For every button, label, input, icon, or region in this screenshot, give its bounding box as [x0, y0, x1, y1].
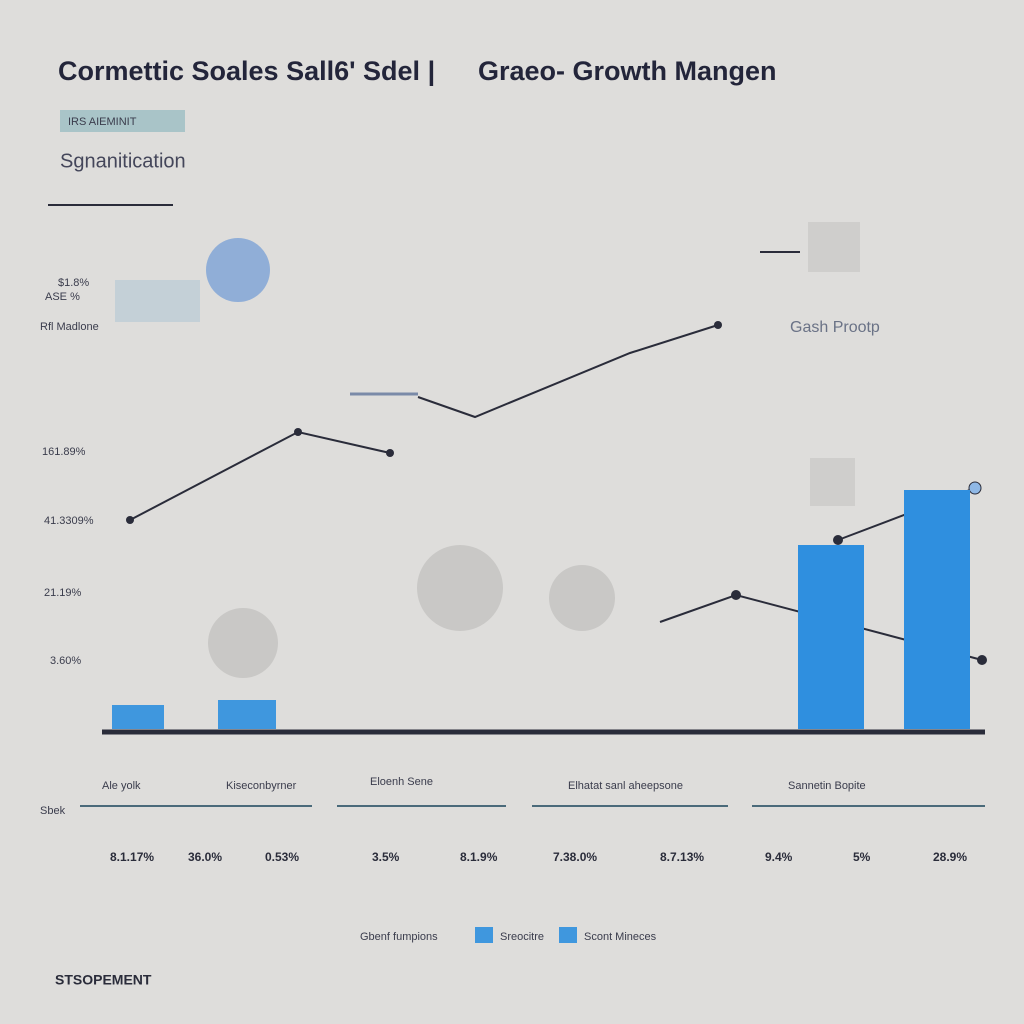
row-label: Sbek	[40, 805, 66, 817]
point	[833, 535, 843, 545]
legend-swatch	[559, 927, 577, 943]
axis-label: 161.89%	[42, 446, 86, 458]
point	[386, 449, 394, 457]
column-header: Sannetin Bopite	[788, 780, 866, 792]
point	[977, 655, 987, 665]
legend-label: Gbenf fumpions	[360, 931, 438, 943]
bar	[218, 700, 276, 729]
cell-value: 8.1.17%	[110, 850, 154, 864]
side-label: $1.8%	[58, 277, 89, 289]
subtitle: Sgnanitication	[60, 150, 186, 172]
title-right: Graeo- Growth Mangen	[478, 56, 777, 86]
badge-bg	[60, 110, 185, 132]
cell-value: 0.53%	[265, 850, 299, 864]
line	[417, 324, 719, 419]
annotation: Gash Prootp	[790, 319, 880, 336]
side-label: ASE %	[45, 291, 80, 303]
bar	[904, 490, 970, 729]
building	[115, 280, 200, 322]
side-label: Rfl Madlone	[40, 321, 99, 333]
legend-swatch	[475, 927, 493, 943]
axis-label: 41.3309%	[44, 515, 94, 527]
column-header: Ale yolk	[102, 780, 141, 792]
point	[294, 428, 302, 436]
axis-label: 3.60%	[50, 655, 81, 667]
cell-value: 7.38.0%	[553, 850, 597, 864]
bar	[112, 705, 164, 729]
column-header: Kiseconbyrner	[226, 780, 297, 792]
point	[714, 321, 722, 329]
cell-value: 3.5%	[372, 850, 400, 864]
bubble	[808, 222, 860, 272]
cell-value: 8.1.9%	[460, 850, 498, 864]
bar	[798, 545, 864, 729]
column-header: Elhatat sanl aheepsone	[568, 780, 683, 792]
badge: IRS AIEMINIT	[68, 116, 137, 128]
bubble	[208, 608, 278, 678]
bubble	[810, 458, 855, 506]
cell-value: 36.0%	[188, 850, 222, 864]
legend-label: Sreocitre	[500, 931, 544, 943]
footer: STSOPEMENT	[55, 972, 152, 988]
bubble	[549, 565, 615, 631]
title-left: Cormettic Soales Sall6' Sdel |	[58, 56, 435, 86]
point	[731, 590, 741, 600]
point	[968, 481, 982, 495]
column-header: Eloenh Sene	[370, 776, 433, 788]
bubble	[417, 545, 503, 631]
axis-label: 21.19%	[44, 587, 82, 599]
bubble	[206, 238, 270, 302]
cell-value: 5%	[853, 850, 871, 864]
point	[126, 516, 134, 524]
legend-label: Scont Mineces	[584, 931, 657, 943]
cell-value: 9.4%	[765, 850, 793, 864]
cell-value: 28.9%	[933, 850, 967, 864]
cell-value: 8.7.13%	[660, 850, 704, 864]
